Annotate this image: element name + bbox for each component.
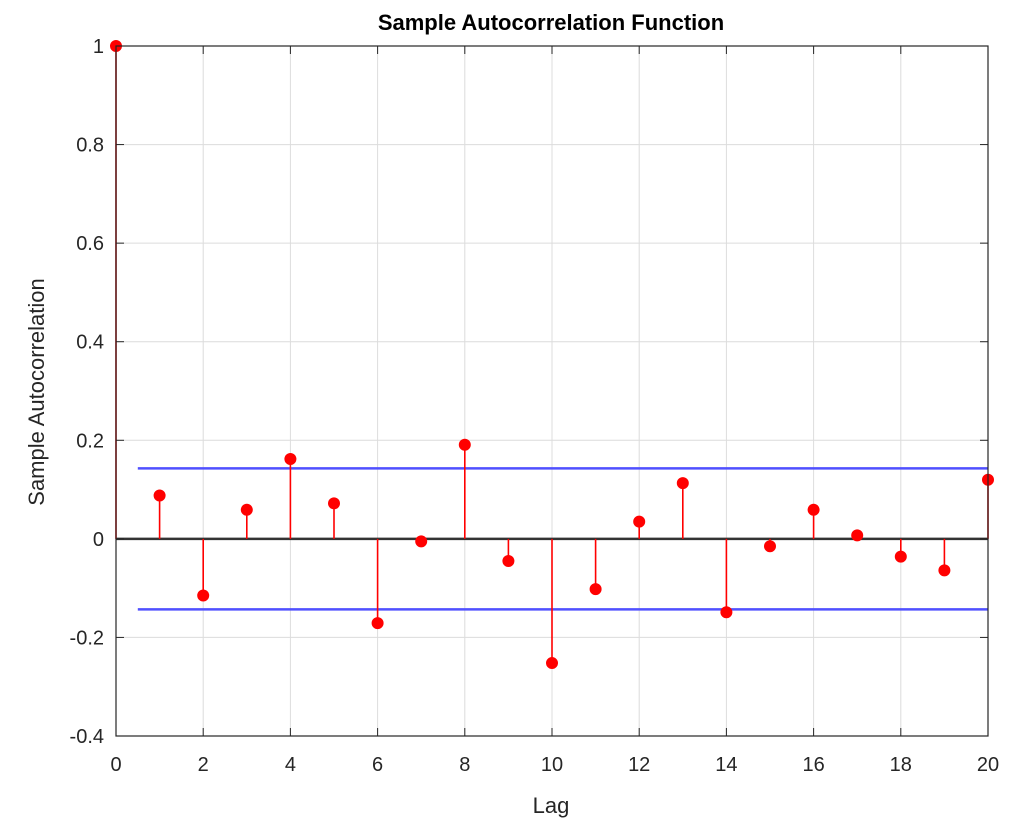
y-tick-label-5: 0.6	[76, 233, 104, 255]
confidence-bounds	[137, 467, 988, 611]
y-tick-label-6: 0.8	[76, 135, 104, 157]
stem-marker-lag-9	[502, 555, 515, 568]
stem-marker-lag-16	[807, 503, 820, 516]
y-axis-label: Sample Autocorrelation	[24, 278, 49, 505]
stem-marker-lag-2	[197, 589, 210, 602]
stem-marker-lag-8	[458, 438, 471, 451]
stem-marker-lag-11	[589, 583, 602, 596]
stem-marker-lag-6	[371, 617, 384, 630]
x-tick-label-1: 2	[198, 754, 209, 776]
stem-marker-lag-14	[720, 606, 733, 619]
x-tick-label-8: 16	[802, 754, 824, 776]
x-tick-label-4: 8	[459, 754, 470, 776]
x-axis-label: Lag	[533, 793, 570, 818]
axis-ticks: 0 2 4 6 8 10 12 14 16 18 20 -0.4 -0.2 0 0.2 0.4 0.6 0.8 1	[70, 36, 1000, 776]
stem-marker-lag-15	[764, 540, 776, 553]
x-tick-label-7: 14	[715, 754, 737, 776]
y-tick-label-3: 0.2	[76, 430, 104, 452]
x-tick-label-10: 20	[977, 754, 999, 776]
y-tick-label-1: -0.2	[70, 627, 104, 649]
stem-marker-lag-10	[546, 657, 558, 670]
stem-marker-lag-19	[938, 564, 951, 577]
stem-marker-lag-12	[633, 515, 646, 528]
y-tick-label-4: 0.4	[76, 332, 104, 354]
chart-title: Sample Autocorrelation Function	[378, 10, 724, 35]
y-tick-label-7: 1	[93, 36, 104, 58]
stem-marker-lag-7	[415, 535, 428, 548]
stem-marker-lag-1	[153, 489, 166, 502]
x-tick-label-0: 0	[110, 754, 121, 776]
y-tick-label-0: -0.4	[70, 726, 104, 748]
stem-marker-lag-5	[328, 497, 340, 510]
stem-marker-lag-3	[240, 503, 253, 516]
stem-marker-lag-13	[676, 477, 689, 490]
y-tick-label-2: 0	[93, 529, 104, 551]
stem-marker-lag-4	[284, 453, 297, 466]
x-tick-label-3: 6	[372, 754, 383, 776]
stem-marker-lag-18	[894, 550, 907, 563]
x-tick-label-2: 4	[285, 754, 296, 776]
x-tick-label-5: 10	[541, 754, 563, 776]
x-tick-label-9: 18	[890, 754, 912, 776]
x-tick-label-6: 12	[628, 754, 650, 776]
stem-marker-lag-17	[851, 529, 864, 542]
